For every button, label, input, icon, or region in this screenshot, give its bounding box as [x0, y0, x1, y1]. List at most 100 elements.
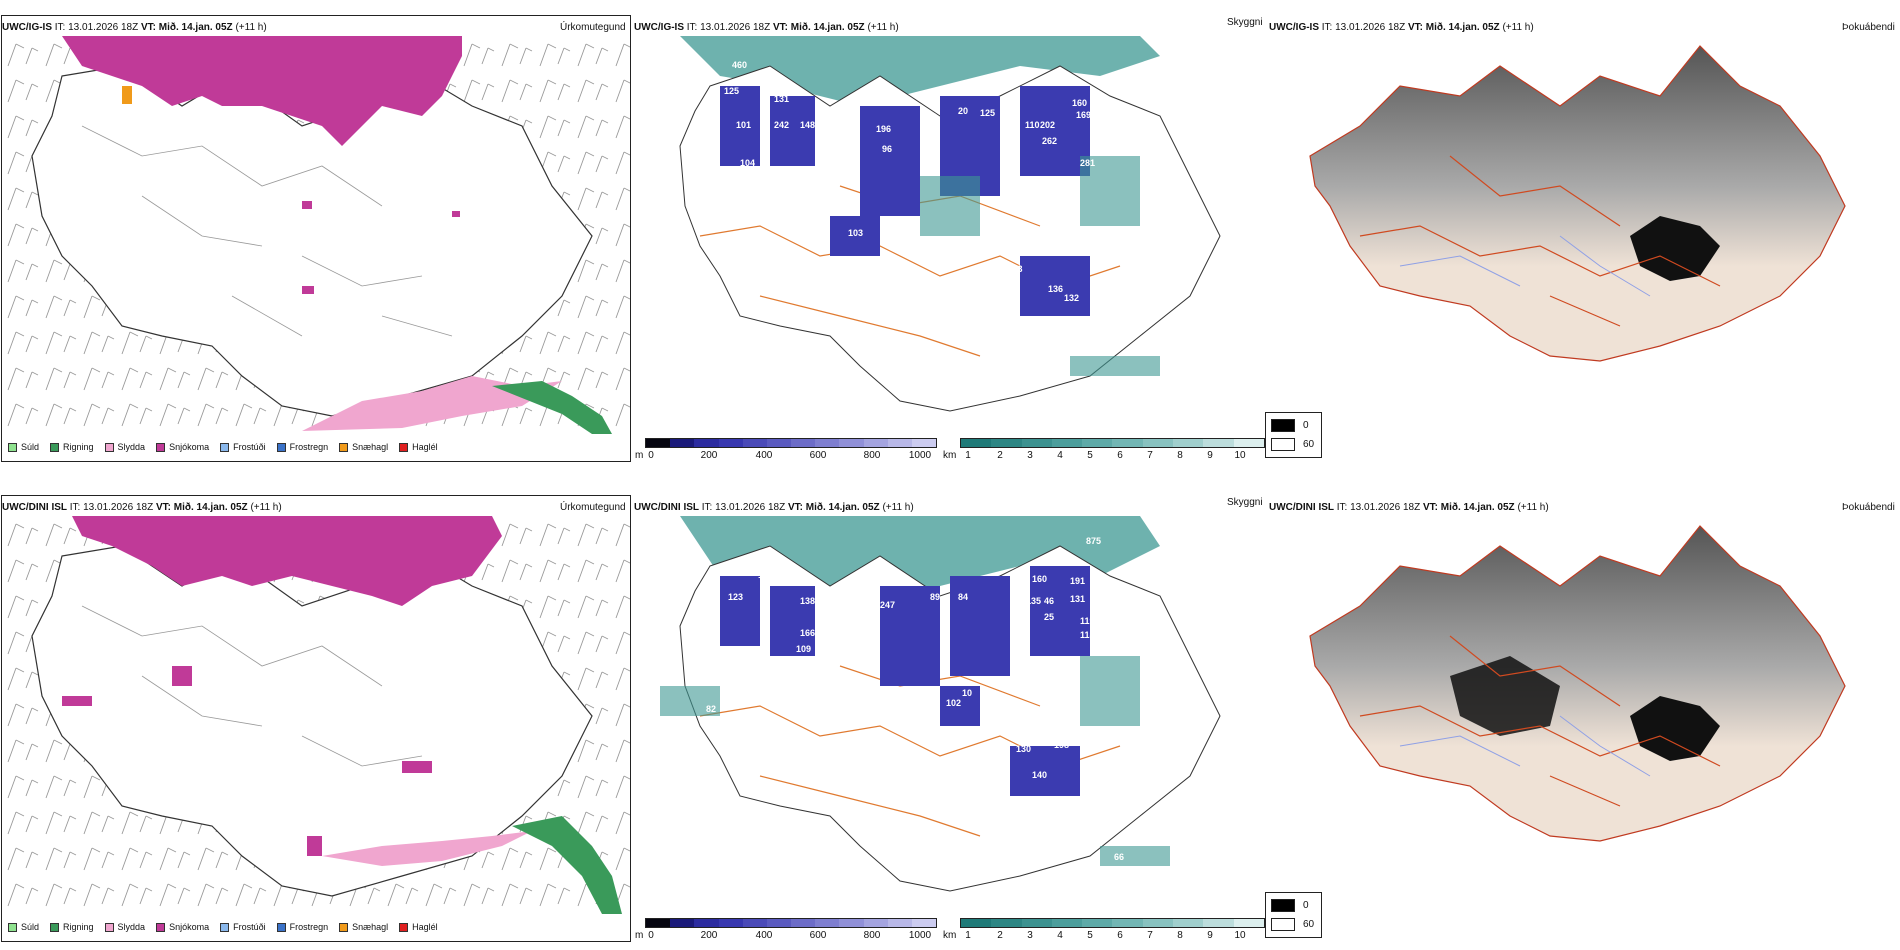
height-tick: 1000 — [908, 930, 932, 941]
vis-value: 198 — [1054, 740, 1069, 750]
precip-map — [2, 516, 630, 914]
vis-value: 87 — [936, 878, 946, 888]
legend-item-snjokoma: Snjókoma — [156, 442, 209, 452]
vis-value: 22 — [1020, 618, 1030, 628]
vis-header: UWC/DINI ISL IT: 13.01.2026 18Z VT: Mið.… — [634, 502, 914, 513]
height-tick: 600 — [809, 930, 827, 941]
legend-item-rigning: Rigning — [50, 922, 94, 932]
legend-item-rigning: Rigning — [50, 442, 94, 452]
legend-item-frostudi: Frostúði — [220, 442, 266, 452]
vis-value: 281 — [1080, 158, 1095, 168]
dark-fog-central — [1450, 656, 1560, 736]
vis-value: 58 — [1070, 396, 1080, 406]
vis-tick: 10 — [1234, 930, 1246, 941]
vis-value: 166 — [800, 628, 815, 638]
vis-value-labels: 875 167 157 123 138 247 89 84 160 191 16… — [706, 536, 1124, 888]
vis-value: 103 — [848, 228, 863, 238]
height-colorbar — [645, 918, 937, 928]
height-tick: 200 — [700, 930, 718, 941]
snow-region-north — [62, 36, 462, 146]
vis-value: 148 — [800, 120, 815, 130]
dark-fog-east — [1630, 216, 1720, 281]
vis-value: 130 — [1016, 744, 1031, 754]
precip-title: Úrkomutegund — [560, 502, 626, 513]
vis-value: 460 — [732, 60, 747, 70]
vis-value: 157 — [792, 574, 807, 584]
vis-value-labels: 460 125 131 207 242 148 101 196 96 173 2… — [702, 60, 1109, 406]
legend-item-haglel: Haglél — [399, 922, 438, 932]
vis-value: 66 — [1114, 852, 1124, 862]
height-tick: 800 — [863, 450, 881, 461]
height-unit: m — [635, 450, 644, 461]
vis-value: 118 — [1080, 630, 1095, 640]
legend-item-frostudi: Frostúði — [220, 922, 266, 932]
precip-legend: Súld Rigning Slydda Snjókoma Frostúði Fr… — [8, 442, 449, 452]
vis-value: 96 — [882, 144, 892, 154]
vis-value: 39 — [830, 184, 840, 194]
vis-value: 160 — [1072, 98, 1087, 108]
fog-legend: 0 60 — [1265, 892, 1322, 938]
height-tick: 0 — [648, 930, 654, 941]
precip-map-frame — [1, 15, 631, 462]
vis-value: 138 — [800, 596, 815, 606]
precip-title: Úrkomutegund — [560, 22, 626, 33]
legend-item-sudd: Súld — [8, 442, 39, 452]
rain-south — [512, 816, 622, 914]
legend-item-haglel: Haglél — [399, 442, 438, 452]
sleet-south — [302, 376, 562, 431]
legend-item-frostregn: Frostregn — [276, 442, 328, 452]
vis-value: 125 — [980, 108, 995, 118]
vis-value: 875 — [1086, 536, 1101, 546]
rain-south — [492, 381, 612, 434]
vis-value: 169 — [1076, 110, 1091, 120]
vis-tick: 10 — [1234, 450, 1246, 461]
dark-fog-east — [1630, 696, 1720, 761]
vis-value: 25 — [1044, 612, 1054, 622]
vis-value: 247 — [880, 600, 895, 610]
iceland-fog — [1309, 45, 1846, 362]
vis-value: 262 — [1042, 136, 1057, 146]
iceland-outline — [31, 545, 593, 897]
fog-map — [1309, 45, 1846, 362]
legend-item-snaehagl: Snæhagl — [339, 442, 388, 452]
vis-tick: 6 — [1117, 930, 1123, 941]
height-tick: 600 — [809, 450, 827, 461]
height-tick: 0 — [648, 450, 654, 461]
height-unit: m — [635, 930, 644, 941]
vis-value: 123 — [728, 592, 743, 602]
vis-tick: 5 — [1087, 450, 1093, 461]
fog-title: Þokuábendi — [1842, 502, 1895, 513]
legend-item-snjokoma: Snjókoma — [156, 922, 209, 932]
vis-tick: 8 — [1177, 450, 1183, 461]
vis-value: 136 — [1048, 284, 1063, 294]
precip-header: UWC/DINI ISL IT: 13.01.2026 18Z VT: Mið.… — [2, 502, 282, 513]
vis-tick: 9 — [1207, 450, 1213, 461]
vis-value: 131 — [774, 94, 789, 104]
vis-value: 84 — [958, 592, 968, 602]
vis-value: 89 — [930, 592, 940, 602]
legend-item-sudd: Súld — [8, 922, 39, 932]
vis-value: 102 — [946, 698, 961, 708]
vis-tick: 5 — [1087, 930, 1093, 941]
precip-map — [2, 36, 630, 434]
vis-tick: 1 — [965, 450, 971, 461]
vis-tick: 1 — [965, 930, 971, 941]
vis-value: 113 — [1008, 264, 1023, 274]
vis-value: 160 — [1032, 574, 1047, 584]
vis-value: 207 — [702, 100, 717, 110]
legend-item-slydda: Slydda — [104, 442, 145, 452]
precip-map-frame — [1, 495, 631, 942]
vis-value: 131 — [1070, 594, 1085, 604]
vis-value: 104 — [740, 158, 755, 168]
vis-value: 119 — [1080, 616, 1095, 626]
vis-value: 101 — [736, 120, 751, 130]
vis-tick: 3 — [1027, 450, 1033, 461]
vis-tick: 4 — [1057, 450, 1063, 461]
vis-tick: 7 — [1147, 450, 1153, 461]
vis-map: 875 167 157 123 138 247 89 84 160 191 16… — [660, 516, 1221, 892]
vis-map: 460 125 131 207 242 148 101 196 96 173 2… — [679, 36, 1221, 412]
height-tick: 200 — [700, 450, 718, 461]
vis-value: 191 — [1070, 576, 1085, 586]
height-tick: 1000 — [908, 450, 932, 461]
vis-tick: 2 — [997, 930, 1003, 941]
